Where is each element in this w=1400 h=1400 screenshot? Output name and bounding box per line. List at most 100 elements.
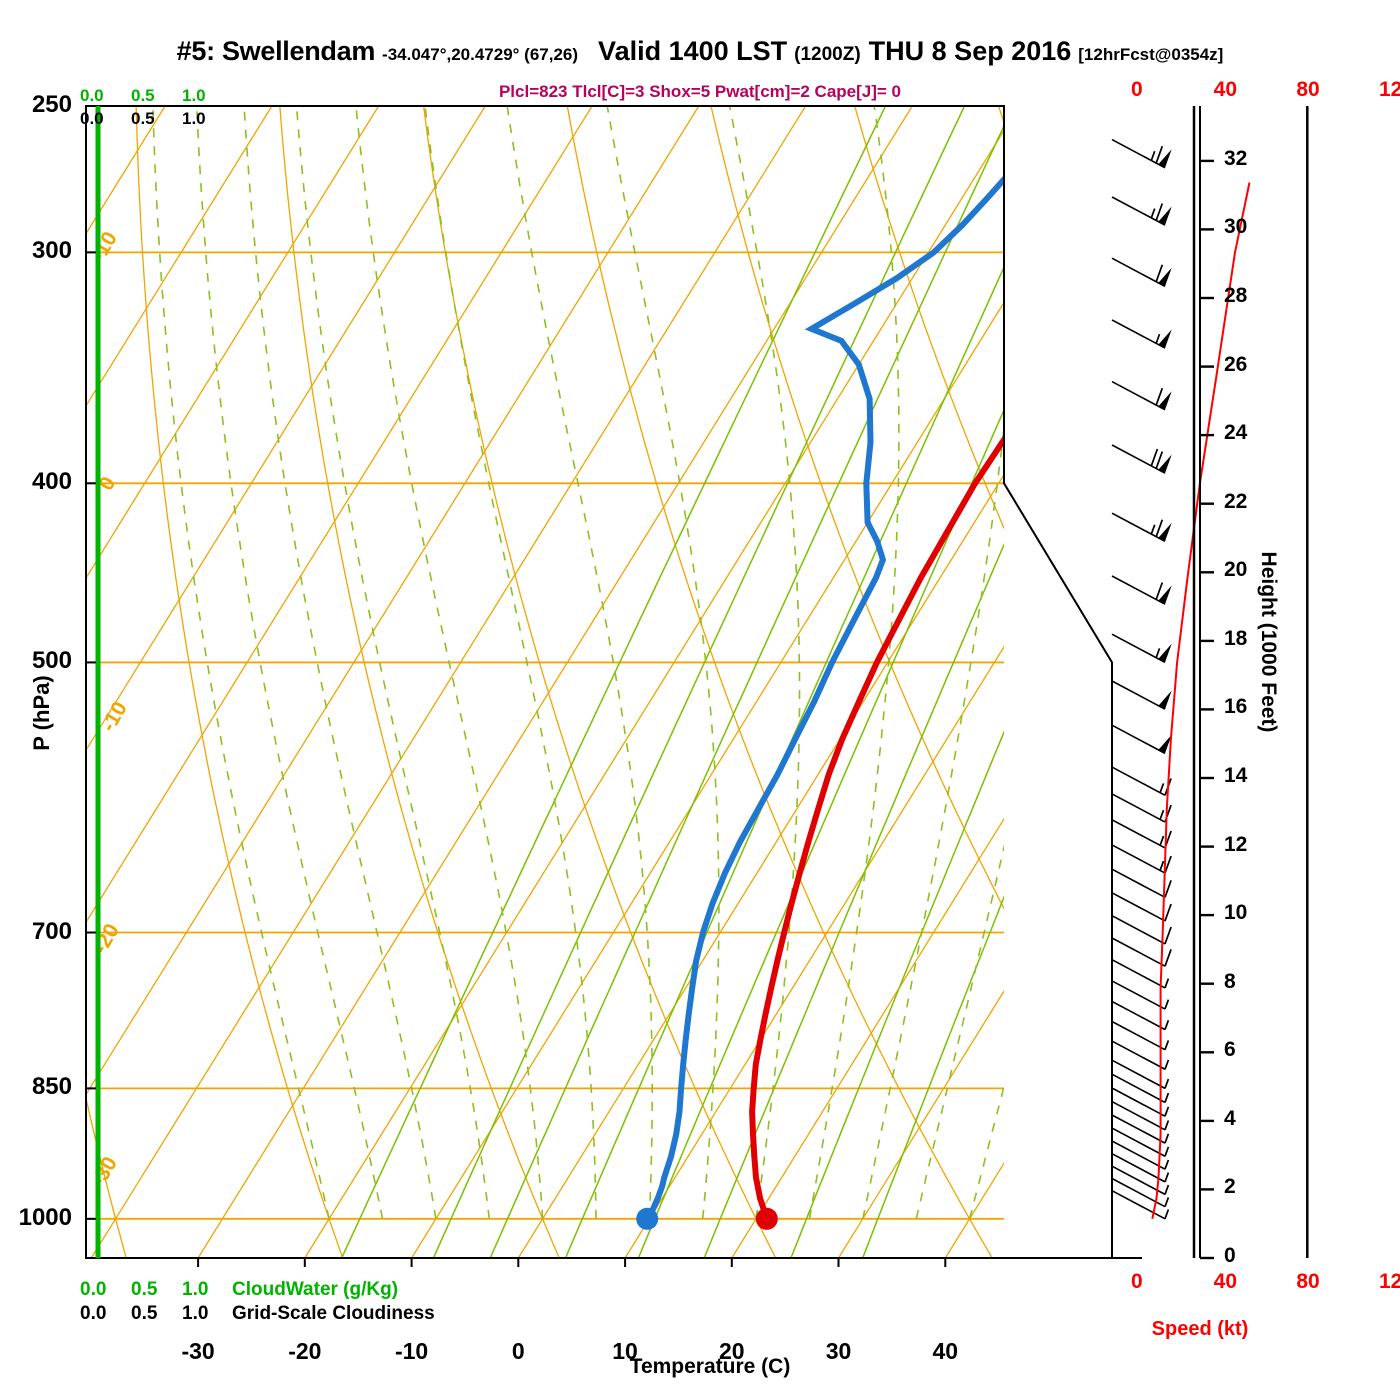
station-title: #5: Swellendam [176, 36, 376, 66]
sounding-stats-line: Plcl=823 Tlcl[C]=3 Shox=5 Pwat[cm]=2 Cap… [0, 82, 1400, 102]
wind-barb [1111, 1000, 1170, 1031]
temperature-curve [749, 434, 1004, 1220]
plot-frames [85, 105, 1309, 1259]
pressure-tick-300: 300 [31, 237, 72, 265]
pressure-tick-700: 700 [31, 917, 72, 945]
wind-barb [1111, 914, 1172, 945]
temperature-tick-0: 0 [511, 1338, 525, 1364]
wind-barb [1111, 1177, 1170, 1208]
wind-barb [1111, 1100, 1170, 1131]
svg-text:20: 20 [1109, 638, 1141, 670]
height-tick-10: 10 [1224, 901, 1248, 925]
svg-text:-10: -10 [97, 698, 132, 736]
wind-barb [1111, 819, 1172, 849]
cloudiness-tick-1: 0.5 [131, 109, 155, 128]
svg-text:12: 12 [746, 1271, 776, 1301]
svg-text:20: 20 [858, 1271, 888, 1301]
height-tick-32: 32 [1224, 146, 1248, 170]
temperature-tick--30: -30 [181, 1338, 215, 1364]
wind-barb-column [1111, 138, 1172, 1220]
cloudwater-tick-2: 1.0 [182, 86, 206, 105]
wind-barb [1111, 793, 1172, 823]
height-tick-2: 2 [1224, 1175, 1236, 1199]
height-tick-6: 6 [1224, 1038, 1236, 1062]
cloudwater-bottom-tick-2: 1.0 [182, 1279, 209, 1300]
speed-tick-top-120: 120 [1379, 78, 1400, 101]
station-coordinates: -34.047°,20.4729° (67,26) [382, 45, 579, 64]
pressure-tick-850: 850 [31, 1073, 72, 1101]
temperature-tick--20: -20 [288, 1338, 322, 1364]
temperature-surface [755, 1207, 778, 1230]
height-tick-24: 24 [1224, 421, 1248, 445]
dewpoint-surface [636, 1207, 659, 1230]
temperature-tick-40: 40 [932, 1338, 959, 1364]
svg-text:5: 5 [583, 1276, 609, 1295]
pressure-tick-1000: 1000 [18, 1203, 72, 1231]
height-tick-8: 8 [1224, 969, 1236, 993]
wind-barb [1111, 512, 1172, 543]
cloudwater-bottom-tick-0: 0.0 [80, 1279, 107, 1300]
chart-title-bar: #5: Swellendam -34.047°,20.4729° (67,26)… [0, 36, 1400, 70]
height-axis-label: Height (1000 Feet) [1257, 551, 1280, 733]
wind-barb [1111, 1114, 1170, 1144]
wind-barb [1111, 138, 1172, 169]
cloudiness-bottom-tick-1: 0.5 [131, 1303, 158, 1324]
svg-text:-30: -30 [87, 1153, 122, 1191]
svg-text:10: 10 [1039, 514, 1071, 546]
isobar-gridlines [86, 106, 1004, 1220]
wind-barb [1111, 633, 1172, 664]
wind-barb [1111, 257, 1172, 288]
height-tick-4: 4 [1224, 1106, 1236, 1130]
temperature-axis-label: Temperature (C) [629, 1355, 791, 1378]
height-tick-12: 12 [1224, 832, 1248, 856]
wind-barb [1111, 844, 1172, 874]
wind-barb [1111, 380, 1172, 411]
speed-tick-bottom-0: 0 [1131, 1270, 1143, 1293]
sounding-stats-text: Plcl=823 Tlcl[C]=3 Shox=5 Pwat[cm]=2 Cap… [498, 82, 902, 101]
wind-barb [1111, 868, 1172, 899]
wind-barb [1111, 1040, 1170, 1070]
wind-barb [1111, 1087, 1170, 1117]
speed-tick-bottom-120: 120 [1379, 1270, 1400, 1293]
forecast-info: [12hrFcst@0354z] [1078, 45, 1224, 64]
wind-barb [1111, 196, 1172, 226]
wind-barb [1111, 892, 1172, 922]
valid-time-utc: (1200Z) [794, 44, 861, 65]
wind-barb [1111, 1073, 1170, 1104]
axis-ticks [86, 105, 1214, 1267]
valid-time: Valid 1400 LST [598, 36, 788, 66]
cloudiness-axis-label: Grid-Scale Cloudiness [232, 1303, 435, 1324]
wind-barb [1111, 1152, 1170, 1183]
svg-text:-20: -20 [89, 920, 124, 958]
wind-barb [1111, 980, 1170, 1010]
speed-tick-bottom-80: 80 [1296, 1270, 1320, 1293]
wind-barb [1111, 766, 1172, 796]
height-tick-14: 14 [1224, 764, 1248, 787]
speed-axis-label: Speed (kt) [1151, 1318, 1249, 1340]
height-tick-22: 22 [1224, 489, 1248, 513]
wind-barb [1111, 1127, 1170, 1157]
cloudiness-tick-2: 1.0 [182, 109, 206, 128]
temperature-tick-10: 10 [612, 1338, 638, 1364]
temperature-tick-20: 20 [719, 1338, 745, 1364]
pressure-tick-400: 400 [31, 468, 72, 496]
speed-tick-top-0: 0 [1131, 78, 1143, 101]
wind-barb [1111, 958, 1170, 989]
dewpoint-curve [644, 174, 1004, 1221]
height-tick-30: 30 [1224, 215, 1248, 239]
speed-tick-top-80: 80 [1296, 78, 1320, 101]
height-tick-20: 20 [1224, 558, 1248, 582]
height-tick-28: 28 [1224, 284, 1248, 307]
wind-barb [1111, 319, 1172, 349]
svg-text:2: 2 [418, 1276, 444, 1295]
dry-adiabat-gridlines [86, 106, 1004, 1258]
wind-barb [1111, 937, 1172, 967]
wind-barb [1111, 680, 1172, 710]
wind-barb [1111, 1140, 1170, 1170]
height-tick-0: 0 [1224, 1244, 1236, 1267]
cloudiness-bottom-tick-2: 1.0 [182, 1303, 209, 1324]
cloudwater-tick-1: 0.5 [131, 86, 155, 105]
svg-text:8: 8 [671, 1276, 697, 1295]
valid-date: THU 8 Sep 2016 [868, 36, 1072, 66]
svg-text:-10: -10 [87, 228, 122, 266]
